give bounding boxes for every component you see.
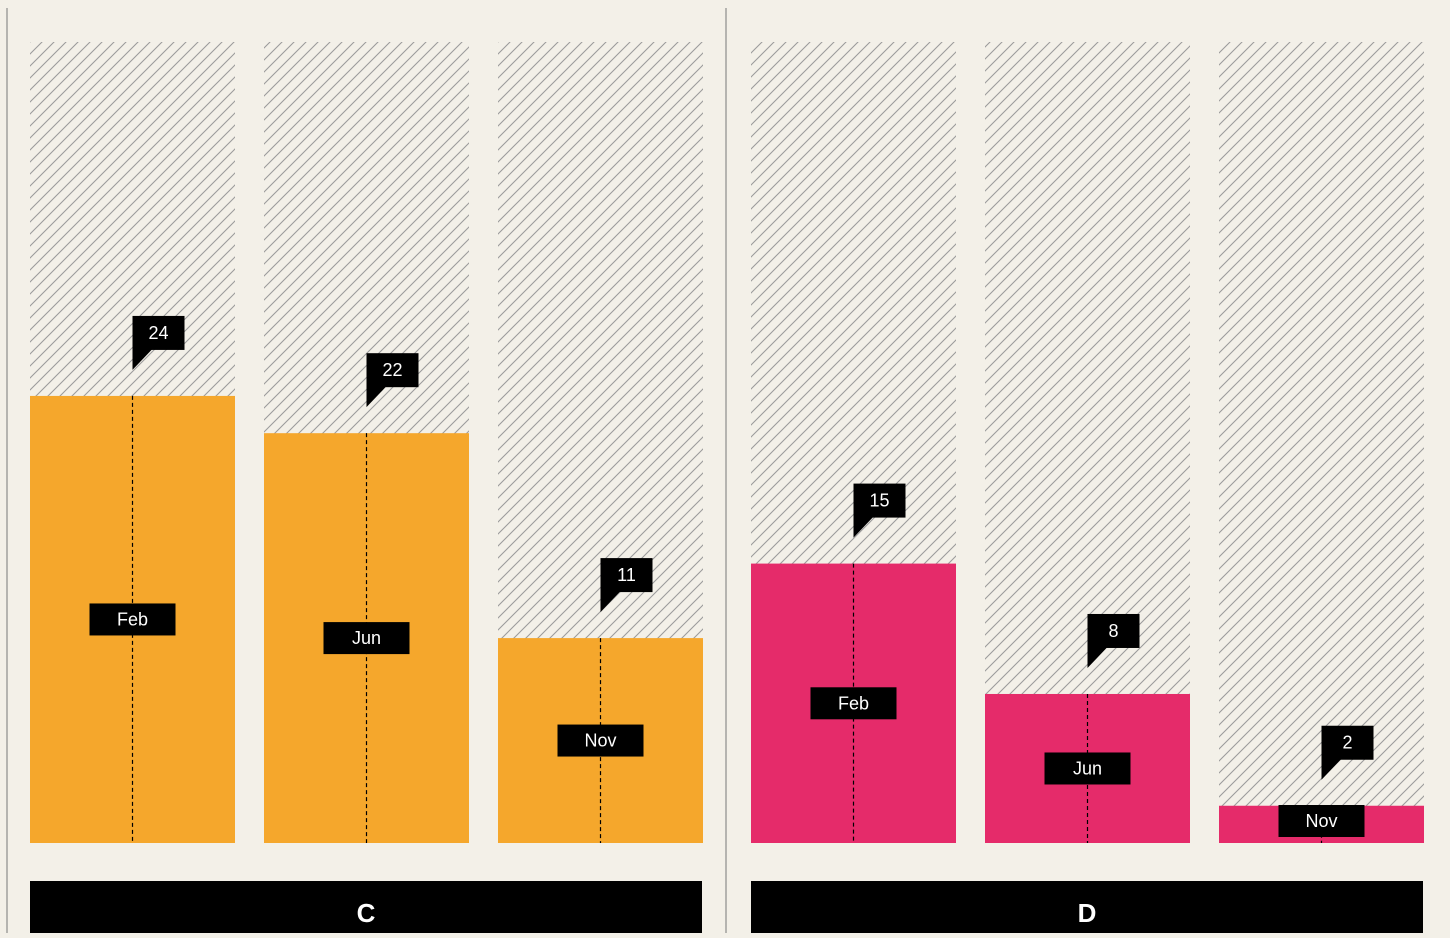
panel-c: 24 Feb 22 Jun 11 Nov C: [30, 42, 703, 938]
value-label-c-jun: 22: [382, 360, 402, 380]
category-label-c-jun: Jun: [352, 628, 381, 648]
value-callout-box-d-nov: [1321, 725, 1374, 760]
value-callout-box-d-jun: [1087, 613, 1140, 648]
category-label-box-d-jun: [1044, 752, 1131, 785]
value-callout-tail-c-feb: [132, 348, 153, 370]
category-label-box-c-jun: [323, 622, 410, 655]
bar-track-d-nov: [1219, 42, 1424, 843]
value-callout-box-c-jun: [366, 353, 419, 388]
panel-title-d: D: [1078, 898, 1097, 928]
value-callout-tail-c-nov: [600, 591, 621, 613]
panel-d: 15 Feb 8 Jun 2 Nov D: [751, 42, 1424, 938]
value-callout-tail-d-nov: [1321, 758, 1342, 780]
value-label-d-feb: 15: [869, 491, 889, 511]
value-label-d-jun: 8: [1108, 621, 1118, 641]
category-label-box-c-nov: [557, 724, 644, 757]
value-callout-box-c-feb: [132, 315, 185, 350]
category-label-d-jun: Jun: [1073, 758, 1102, 778]
value-label-d-nov: 2: [1342, 733, 1352, 753]
panel-title-c: C: [357, 898, 376, 928]
value-callout-box-d-feb: [853, 483, 906, 518]
category-label-d-feb: Feb: [838, 693, 869, 713]
value-callout-tail-d-feb: [853, 516, 874, 538]
value-callout-tail-c-jun: [366, 386, 387, 408]
category-label-c-feb: Feb: [117, 609, 148, 629]
value-label-c-feb: 24: [148, 323, 168, 343]
value-label-c-nov: 11: [617, 565, 636, 585]
category-label-d-nov: Nov: [1305, 811, 1337, 831]
value-callout-box-c-nov: [600, 558, 653, 593]
category-label-box-d-nov: [1278, 805, 1365, 837]
panel-banner-d: [751, 881, 1423, 938]
value-callout-tail-d-jun: [1087, 646, 1108, 668]
category-label-c-nov: Nov: [584, 731, 616, 751]
panel-banner-c: [30, 881, 702, 938]
category-label-box-d-feb: [810, 687, 897, 720]
chart-layer: 24 Feb 22 Jun 11 Nov C 15 Feb 8 Jun 2 Nov D: [6, 8, 1424, 938]
category-label-box-c-feb: [89, 603, 176, 636]
